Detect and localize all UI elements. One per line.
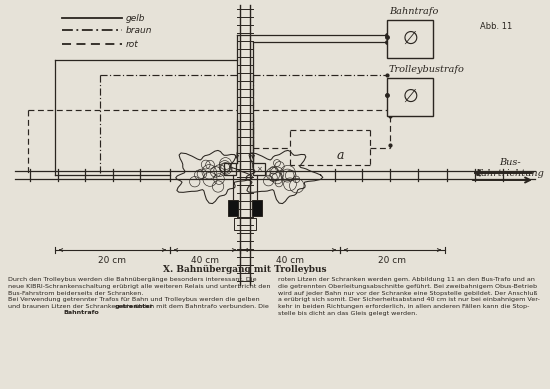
- Text: X. Bahnübergang mit Trolleybus: X. Bahnübergang mit Trolleybus: [163, 265, 327, 274]
- Text: Durch den Trolleybus werden die Bahnübergänge besonders interessant. Die
neue KI: Durch den Trolleybus werden die Bahnüber…: [8, 277, 271, 309]
- Text: Trolleybustrafo: Trolleybustrafo: [389, 65, 465, 74]
- Bar: [387, 78, 433, 116]
- Bar: [228, 200, 238, 216]
- Text: Bahntrafo: Bahntrafo: [389, 7, 438, 16]
- Text: rot: rot: [126, 40, 139, 49]
- Text: 20 cm: 20 cm: [378, 256, 406, 265]
- Text: gelb: gelb: [126, 14, 146, 23]
- Text: 20 cm: 20 cm: [98, 256, 127, 265]
- Bar: [387, 20, 433, 58]
- Text: ×: ×: [256, 166, 262, 172]
- Bar: [252, 200, 262, 216]
- Text: roten Litzen der Schranken werden gem. Abbildung 11 an den Bus-Trafo und an
die : roten Litzen der Schranken werden gem. A…: [278, 277, 540, 316]
- Text: braun: braun: [126, 26, 152, 35]
- Text: getrennter: getrennter: [115, 304, 154, 309]
- Bar: [234, 218, 256, 230]
- Bar: [224, 163, 236, 175]
- Text: a: a: [336, 149, 344, 161]
- Text: 40 cm: 40 cm: [191, 256, 219, 265]
- Text: Abb. 11: Abb. 11: [480, 22, 512, 31]
- Bar: [253, 163, 265, 175]
- Text: Bus-
Fahrtrichtung: Bus- Fahrtrichtung: [476, 158, 544, 178]
- Text: ×: ×: [227, 166, 233, 172]
- Text: Bahntrafo: Bahntrafo: [63, 310, 99, 315]
- Text: 40 cm: 40 cm: [276, 256, 304, 265]
- Text: $\emptyset$: $\emptyset$: [402, 30, 418, 48]
- Text: $\emptyset$: $\emptyset$: [402, 88, 418, 106]
